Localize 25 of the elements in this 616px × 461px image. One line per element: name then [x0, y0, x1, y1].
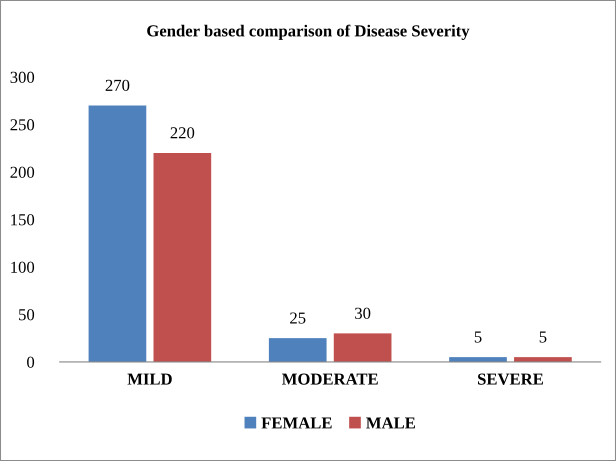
chart-title: Gender based comparison of Disease Severity: [147, 24, 470, 40]
y-tick-label: 100: [11, 262, 34, 273]
y-tick-label: 50: [19, 309, 34, 320]
x-tick-label: MODERATE: [282, 374, 378, 385]
bar: [154, 152, 212, 362]
bar: [514, 357, 572, 362]
legend-label: MALE: [366, 417, 415, 428]
data-label: 5: [540, 332, 546, 343]
legend-label: FEMALE: [261, 417, 332, 428]
data-label: 220: [170, 127, 194, 138]
y-tick-label: 300: [10, 72, 34, 83]
y-tick-label: 200: [10, 166, 34, 178]
y-tick-label: 250: [10, 119, 34, 130]
bar: [88, 105, 146, 362]
y-tick-label: 0: [27, 356, 34, 368]
data-label: 270: [106, 80, 130, 91]
bar: [449, 357, 507, 362]
data-label: 30: [355, 308, 370, 319]
data-label: 25: [290, 312, 306, 324]
y-tick-label: 150: [11, 214, 34, 226]
data-label: 5: [474, 332, 482, 343]
x-tick-label: MILD: [127, 374, 172, 385]
bar: [268, 338, 327, 362]
bar: [334, 333, 392, 362]
x-tick-label: SEVERE: [478, 374, 543, 385]
